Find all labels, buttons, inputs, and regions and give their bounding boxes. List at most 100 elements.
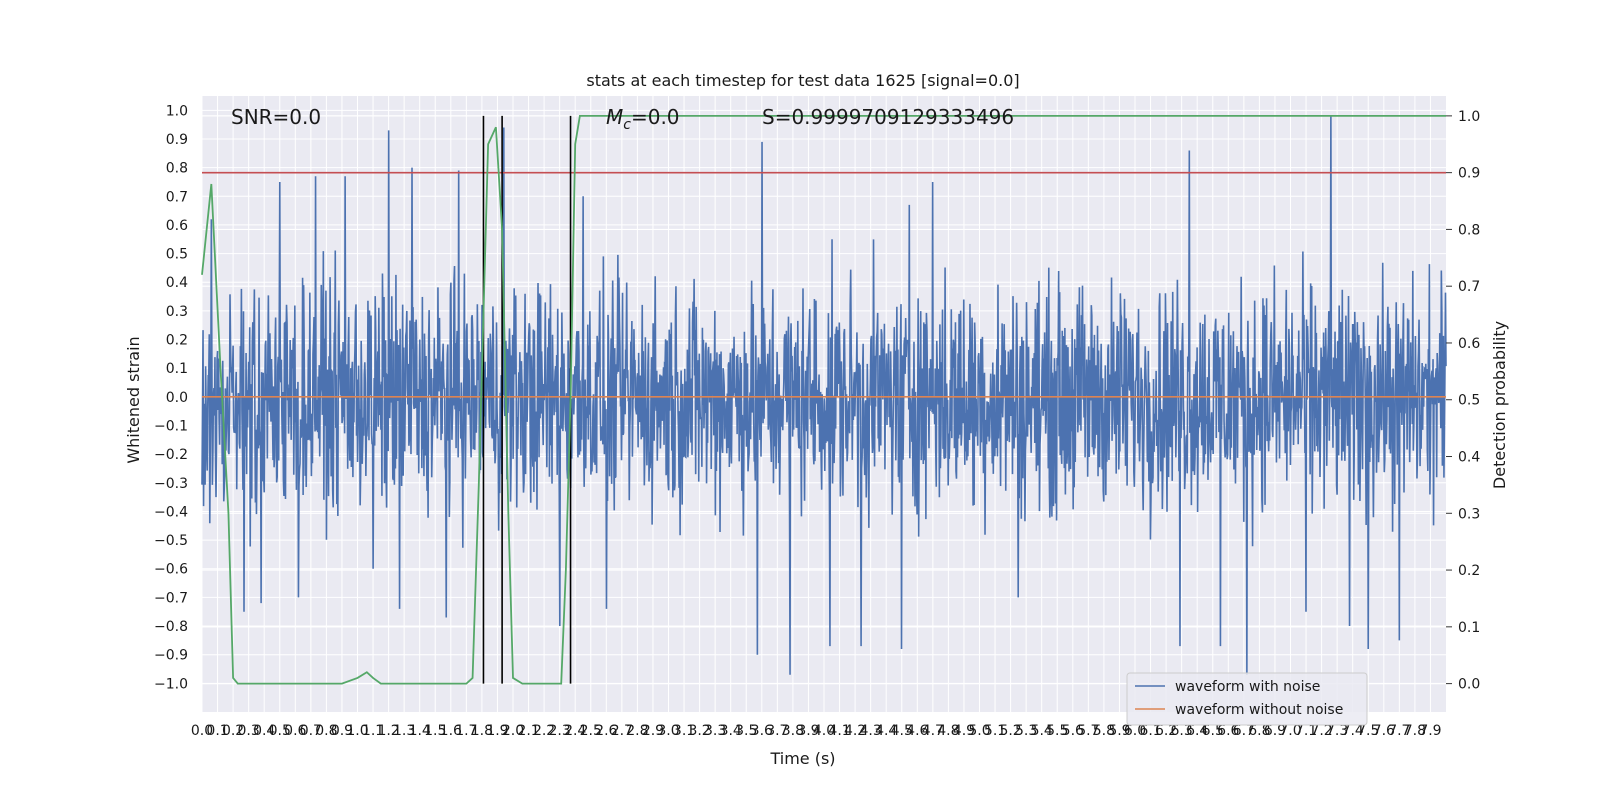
x-tick-label: 5.8	[1093, 723, 1115, 739]
y-right-tick-label: 0.6	[1458, 336, 1480, 352]
x-tick-label: 1.5	[424, 723, 446, 739]
x-tick-label: 6.3	[1171, 723, 1193, 739]
x-tick-label: 5.5	[1046, 723, 1068, 739]
y-left-tick-label: −1.0	[154, 676, 188, 692]
x-tick-label: 3.8	[782, 723, 804, 739]
x-tick-label: 0.1	[206, 723, 228, 739]
x-tick-label: 4.0	[813, 723, 835, 739]
y-left-tick-label: −0.6	[154, 562, 188, 578]
legend-label-clean: waveform without noise	[1175, 702, 1343, 718]
x-tick-label: 5.2	[999, 723, 1021, 739]
x-tick-label: 5.4	[1031, 723, 1053, 739]
x-tick-label: 0.8	[315, 723, 337, 739]
x-tick-label: 6.4	[1186, 723, 1208, 739]
x-tick-label: 3.6	[751, 723, 773, 739]
y-left-tick-label: 0.0	[166, 390, 188, 406]
y-left-tick-label: 0.8	[166, 161, 188, 177]
x-tick-label: 2.4	[564, 723, 586, 739]
y-right-tick-label: 0.9	[1458, 166, 1480, 182]
x-tick-label: 6.6	[1217, 723, 1239, 739]
x-tick-label: 2.8	[626, 723, 648, 739]
x-tick-label: 2.9	[642, 723, 664, 739]
x-tick-label: 4.4	[875, 723, 897, 739]
x-tick-label: 3.4	[720, 723, 742, 739]
y-left-tick-labels: 1.0 0.9 0.8 0.7 0.6 0.5 0.4 0.3 0.2 0.1 0.0 −0.1 −0.…	[154, 103, 188, 692]
x-tick-label: 6.9	[1264, 723, 1286, 739]
x-tick-label: 5.7	[1077, 723, 1099, 739]
x-tick-label: 4.8	[937, 723, 959, 739]
x-tick-label: 7.0	[1279, 723, 1301, 739]
legend-label-noise: waveform with noise	[1175, 679, 1320, 695]
y-right-tick-label: 0.1	[1458, 620, 1480, 636]
series-detection-probability	[201, 114, 1446, 685]
x-tick-label: 0.4	[253, 723, 275, 739]
snr-annotation: SNR=0.0	[231, 105, 321, 129]
y-right-axis-label: Detection probability	[1490, 321, 1509, 489]
x-tick-label: 1.7	[455, 723, 477, 739]
legend-box	[1126, 672, 1368, 726]
chirp-mass-subscript: c	[623, 117, 631, 133]
x-axis-label: Time (s)	[769, 749, 835, 768]
y-left-tick-label: −0.3	[154, 476, 188, 492]
x-tick-label: 6.5	[1202, 723, 1224, 739]
x-tick-label: 7.7	[1388, 723, 1410, 739]
x-tick-label: 1.6	[440, 723, 462, 739]
x-tick-label: 4.2	[844, 723, 866, 739]
x-tick-label: 2.2	[533, 723, 555, 739]
y-left-tick-label: −0.2	[154, 447, 188, 463]
y-right-tick-label: 0.2	[1458, 563, 1480, 579]
y-left-tick-label: 0.3	[166, 304, 188, 320]
x-tick-label: 3.2	[688, 723, 710, 739]
y-right-tick-label: 0.3	[1458, 506, 1480, 522]
x-tick-label: 1.9	[486, 723, 508, 739]
x-tick-label: 6.1	[1139, 723, 1161, 739]
x-tick-label: 6.7	[1233, 723, 1255, 739]
y-left-tick-label: 0.2	[166, 333, 188, 349]
x-tick-label: 2.5	[580, 723, 602, 739]
x-tick-label: 1.2	[377, 723, 399, 739]
x-tick-label: 2.7	[611, 723, 633, 739]
y-left-tick-label: −0.4	[154, 504, 188, 520]
x-tick-label: 0.6	[284, 723, 306, 739]
x-tick-label: 5.1	[984, 723, 1006, 739]
x-tick-label: 4.9	[953, 723, 975, 739]
x-tick-label: 4.5	[891, 723, 913, 739]
y-right-tick-label: 0.8	[1458, 222, 1480, 238]
series-waveform-with-noise	[201, 116, 1447, 675]
x-tick-label: 3.1	[673, 723, 695, 739]
y-left-tick-label: −0.7	[154, 590, 188, 606]
x-tick-label: 0.5	[269, 723, 291, 739]
chirp-mass-value: =0.0	[631, 105, 680, 129]
x-tick-label: 7.2	[1310, 723, 1332, 739]
x-tick-label: 4.6	[906, 723, 928, 739]
x-tick-label: 5.9	[1108, 723, 1130, 739]
y-left-axis-label: Whitened strain	[124, 336, 143, 463]
x-tick-label: 7.1	[1295, 723, 1317, 739]
y-left-tick-label: 1.0	[166, 103, 188, 119]
legend: waveform with noise waveform without noi…	[1126, 672, 1368, 726]
x-tick-label: 1.0	[346, 723, 368, 739]
x-tick-label: 7.6	[1373, 723, 1395, 739]
x-tick-label: 5.6	[1062, 723, 1084, 739]
y-left-tick-label: 0.7	[166, 189, 188, 205]
x-tick-label: 6.0	[1124, 723, 1146, 739]
x-tick-label: 0.3	[238, 723, 260, 739]
x-tick-label: 7.4	[1342, 723, 1364, 739]
x-tick-label: 5.3	[1015, 723, 1037, 739]
y-left-tick-label: 0.4	[166, 275, 188, 291]
x-tick-label: 0.2	[222, 723, 244, 739]
x-tick-label: 1.4	[409, 723, 431, 739]
y-right-tick-labels: 1.0 0.9 0.8 0.7 0.6 0.5 0.4 0.3 0.2 0.1 0.0	[1446, 109, 1480, 693]
y-left-tick-label: 0.9	[166, 132, 188, 148]
x-tick-label: 2.0	[502, 723, 524, 739]
x-tick-label: 4.3	[860, 723, 882, 739]
chart-title: stats at each timestep for test data 162…	[586, 71, 1019, 90]
x-tick-label: 1.8	[471, 723, 493, 739]
x-tick-label: 7.3	[1326, 723, 1348, 739]
x-tick-label: 0.9	[331, 723, 353, 739]
chirp-mass-symbol: M	[606, 105, 623, 129]
x-tick-label: 1.3	[393, 723, 415, 739]
x-tick-label: 1.1	[362, 723, 384, 739]
x-tick-label: 3.5	[735, 723, 757, 739]
y-left-tick-label: 0.5	[166, 247, 188, 263]
